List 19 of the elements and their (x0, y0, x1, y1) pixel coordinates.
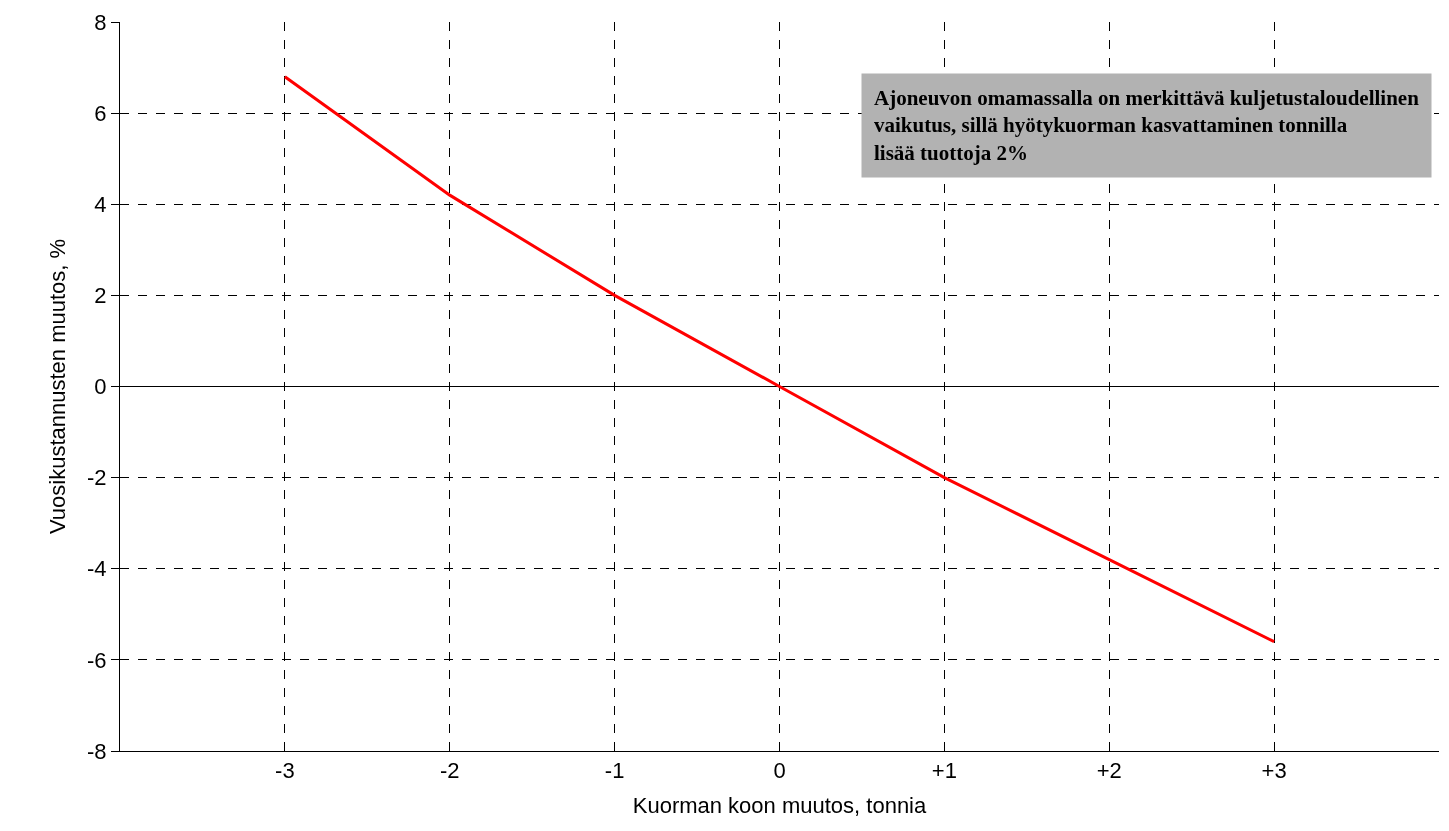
y-tick-label: 4 (94, 191, 107, 217)
annotation: Ajoneuvon omamassalla on merkittävä kuljetustaloudellinen vaikutus, sillä hyötykuorman kasvattaminen tonnilla lisää tuottoja 2% (874, 86, 1420, 165)
y-tick-label: -2 (87, 465, 107, 491)
y-tick-label: -4 (87, 556, 107, 582)
x-axis-title: Kuorman koon muutos, tonnia (632, 793, 928, 819)
y-tick-label: -6 (87, 647, 107, 673)
x-tick-label: -1 (604, 758, 625, 784)
x-tick-label: 0 (773, 758, 786, 784)
x-tick-label: -2 (439, 758, 460, 784)
x-tick-label: +3 (1261, 758, 1287, 784)
y-tick-label: 8 (94, 9, 107, 35)
y-axis-title: Vuosikustannusten muutos, % (44, 238, 70, 535)
y-tick-label: -8 (87, 738, 107, 764)
y-tick-label: 2 (94, 283, 107, 309)
x-tick-label: -3 (275, 758, 295, 784)
x-tick-label: +1 (931, 758, 957, 784)
y-tick-label: 6 (94, 100, 107, 126)
x-tick-label: +2 (1096, 758, 1122, 784)
y-tick-label: 0 (94, 374, 107, 400)
